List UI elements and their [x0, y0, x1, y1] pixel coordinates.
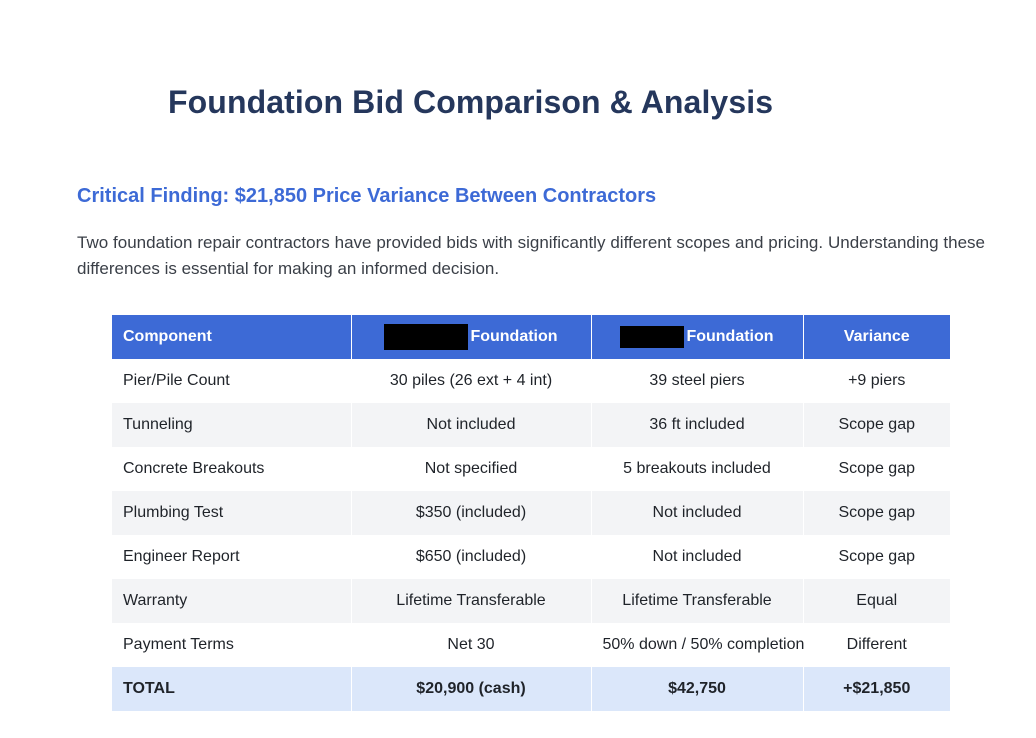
cell-variance: Scope gap	[803, 447, 950, 491]
table-row: Engineer Report $650 (included) Not incl…	[112, 535, 950, 579]
cell-component: Concrete Breakouts	[112, 447, 352, 491]
table-header-row: Component Foundation Foundation Variance	[112, 315, 950, 359]
cell-contractor-b: Not included	[591, 535, 804, 579]
redacted-contractor-name	[620, 326, 685, 348]
table-row: Pier/Pile Count 30 piles (26 ext + 4 int…	[112, 359, 950, 403]
table-total-row: TOTAL $20,900 (cash) $42,750 +$21,850	[112, 667, 950, 711]
page-title: Foundation Bid Comparison & Analysis	[168, 84, 774, 120]
table-row: Plumbing Test $350 (included) Not includ…	[112, 491, 950, 535]
cell-contractor-a: Net 30	[351, 623, 592, 667]
cell-variance: Scope gap	[803, 535, 950, 579]
bid-comparison-table: Component Foundation Foundation Variance…	[112, 315, 950, 711]
header-contractor-b: Foundation	[591, 315, 804, 359]
cell-component: Tunneling	[112, 403, 352, 447]
cell-contractor-b: Not included	[591, 491, 804, 535]
total-contractor-a: $20,900 (cash)	[351, 667, 592, 711]
cell-component: Payment Terms	[112, 623, 352, 667]
cell-component: Engineer Report	[112, 535, 352, 579]
cell-contractor-a: 30 piles (26 ext + 4 int)	[351, 359, 592, 403]
cell-variance: Equal	[803, 579, 950, 623]
critical-finding-heading: Critical Finding: $21,850 Price Variance…	[77, 185, 657, 207]
cell-component: Plumbing Test	[112, 491, 352, 535]
table-row: Tunneling Not included 36 ft included Sc…	[112, 403, 950, 447]
total-contractor-b: $42,750	[591, 667, 804, 711]
header-variance: Variance	[803, 315, 950, 359]
cell-variance: +9 piers	[803, 359, 950, 403]
cell-variance: Scope gap	[803, 403, 950, 447]
cell-contractor-b: 39 steel piers	[591, 359, 804, 403]
total-label: TOTAL	[112, 667, 352, 711]
redacted-contractor-name	[384, 324, 469, 350]
cell-contractor-a: Not included	[351, 403, 592, 447]
cell-contractor-a: Not specified	[351, 447, 592, 491]
cell-variance: Different	[803, 623, 950, 667]
header-contractor-a: Foundation	[351, 315, 592, 359]
intro-paragraph: Two foundation repair contractors have p…	[77, 233, 985, 278]
cell-contractor-b: 50% down / 50% completion	[591, 623, 804, 667]
cell-contractor-b: 36 ft included	[591, 403, 804, 447]
header-contractor-a-label: Foundation	[470, 328, 558, 346]
cell-variance: Scope gap	[803, 491, 950, 535]
table-row: Warranty Lifetime Transferable Lifetime …	[112, 579, 950, 623]
cell-contractor-a: $650 (included)	[351, 535, 592, 579]
total-variance: +$21,850	[803, 667, 950, 711]
cell-contractor-b: 5 breakouts included	[591, 447, 804, 491]
cell-contractor-b: Lifetime Transferable	[591, 579, 804, 623]
cell-component: Pier/Pile Count	[112, 359, 352, 403]
table-row: Payment Terms Net 30 50% down / 50% comp…	[112, 623, 950, 667]
cell-contractor-a: $350 (included)	[351, 491, 592, 535]
table-row: Concrete Breakouts Not specified 5 break…	[112, 447, 950, 491]
header-component: Component	[112, 315, 352, 359]
cell-component: Warranty	[112, 579, 352, 623]
cell-contractor-a: Lifetime Transferable	[351, 579, 592, 623]
header-contractor-b-label: Foundation	[686, 328, 774, 346]
